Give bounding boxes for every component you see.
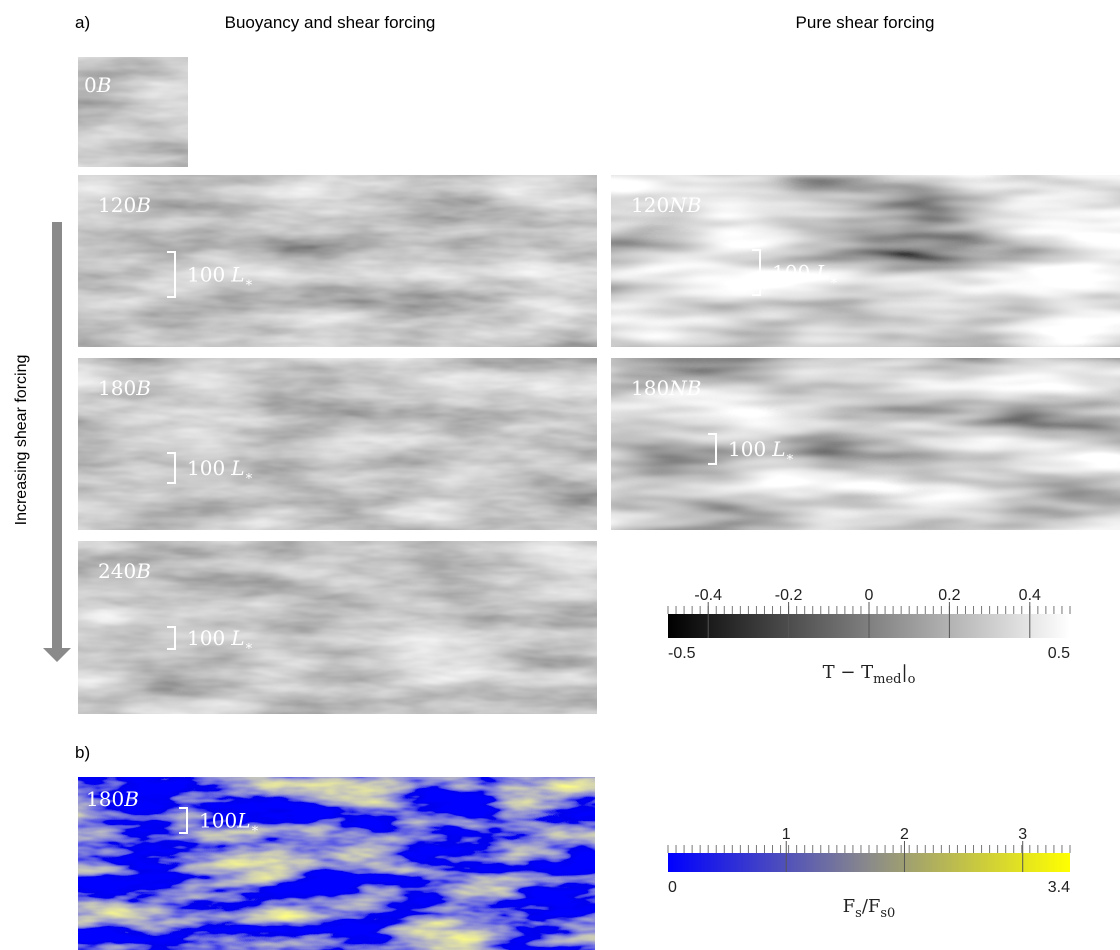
text-part: L	[771, 437, 785, 461]
text-part: ∗	[250, 822, 259, 837]
case-label: 180B	[86, 787, 139, 811]
text-part: ∗	[244, 276, 253, 291]
case-label: 120NB	[631, 193, 701, 217]
case-label: 180B	[98, 376, 151, 400]
text-part: B	[135, 193, 151, 217]
text-part: L	[815, 261, 829, 285]
simulation-image	[78, 358, 597, 530]
case-label: 120B	[98, 193, 151, 217]
tick-label: 0.2	[938, 587, 960, 604]
text-part: T − T	[823, 662, 874, 683]
text-part: 100	[728, 437, 766, 461]
text-part: F	[843, 896, 856, 917]
text-part: L	[230, 263, 244, 287]
text-part: ∗	[829, 274, 838, 289]
arrow-label: Increasing shear forcing	[13, 355, 30, 526]
text-part: ∗	[785, 450, 794, 465]
text-part: ∗	[244, 469, 253, 484]
text-part: med	[873, 672, 901, 687]
colorbar-label: Fs/Fs0	[843, 896, 896, 921]
arrow-head	[43, 648, 71, 662]
text-part: 120	[98, 193, 136, 217]
panel-label: b)	[75, 743, 90, 762]
figure: a) Buoyancy and shear forcing Pure shear…	[0, 0, 1120, 950]
text-part: 100	[187, 456, 225, 480]
case-label: 0B	[84, 73, 111, 97]
colorbar-label: T − Tmed|o	[823, 662, 916, 687]
colorbar-min: 0	[668, 879, 677, 896]
text-part: 100	[199, 809, 237, 833]
text-part: 240	[98, 559, 136, 583]
tick-label: 1	[782, 826, 791, 843]
text-part: 100	[772, 261, 810, 285]
column-title: Buoyancy and shear forcing	[225, 13, 436, 32]
tick-label: -0.2	[775, 587, 803, 604]
text-part: 180	[86, 787, 124, 811]
text-part: 180	[98, 376, 136, 400]
text-part: B	[135, 559, 151, 583]
panel-label: a)	[75, 13, 90, 32]
tick-label: 2	[900, 826, 909, 843]
text-part: NB	[668, 376, 701, 400]
tick-label: 0	[865, 587, 874, 604]
text-part: B	[96, 73, 112, 97]
tick-label: 3	[1018, 826, 1027, 843]
colorbar-min: -0.5	[668, 645, 696, 662]
tick-label: -0.4	[694, 587, 722, 604]
text-part: ∗	[244, 639, 253, 654]
text-part: NB	[668, 193, 701, 217]
text-part: 120	[631, 193, 669, 217]
case-label: 180NB	[631, 376, 701, 400]
simulation-image	[78, 777, 595, 950]
colorbar	[668, 853, 1070, 872]
text-part: s0	[880, 906, 895, 921]
text-part: 100	[187, 626, 225, 650]
text-part: L	[236, 809, 250, 833]
text-part: o	[908, 672, 916, 687]
text-part: /F	[862, 896, 881, 917]
text-part: L	[230, 626, 244, 650]
simulation-image	[78, 175, 597, 347]
text-part: 100	[187, 263, 225, 287]
arrow-shaft	[52, 222, 62, 650]
colorbar-max: 3.4	[1048, 879, 1070, 896]
text-part: 180	[631, 376, 669, 400]
simulation-image	[78, 541, 597, 714]
tick-label: 0.4	[1019, 587, 1041, 604]
text-part: 0	[84, 73, 97, 97]
colorbar-max: 0.5	[1048, 645, 1070, 662]
text-part: s	[855, 906, 862, 921]
text-part: L	[230, 456, 244, 480]
column-title: Pure shear forcing	[796, 13, 935, 32]
text-part: B	[135, 376, 151, 400]
scale-label: 100L∗	[199, 809, 259, 837]
text-part: B	[123, 787, 139, 811]
case-label: 240B	[98, 559, 151, 583]
